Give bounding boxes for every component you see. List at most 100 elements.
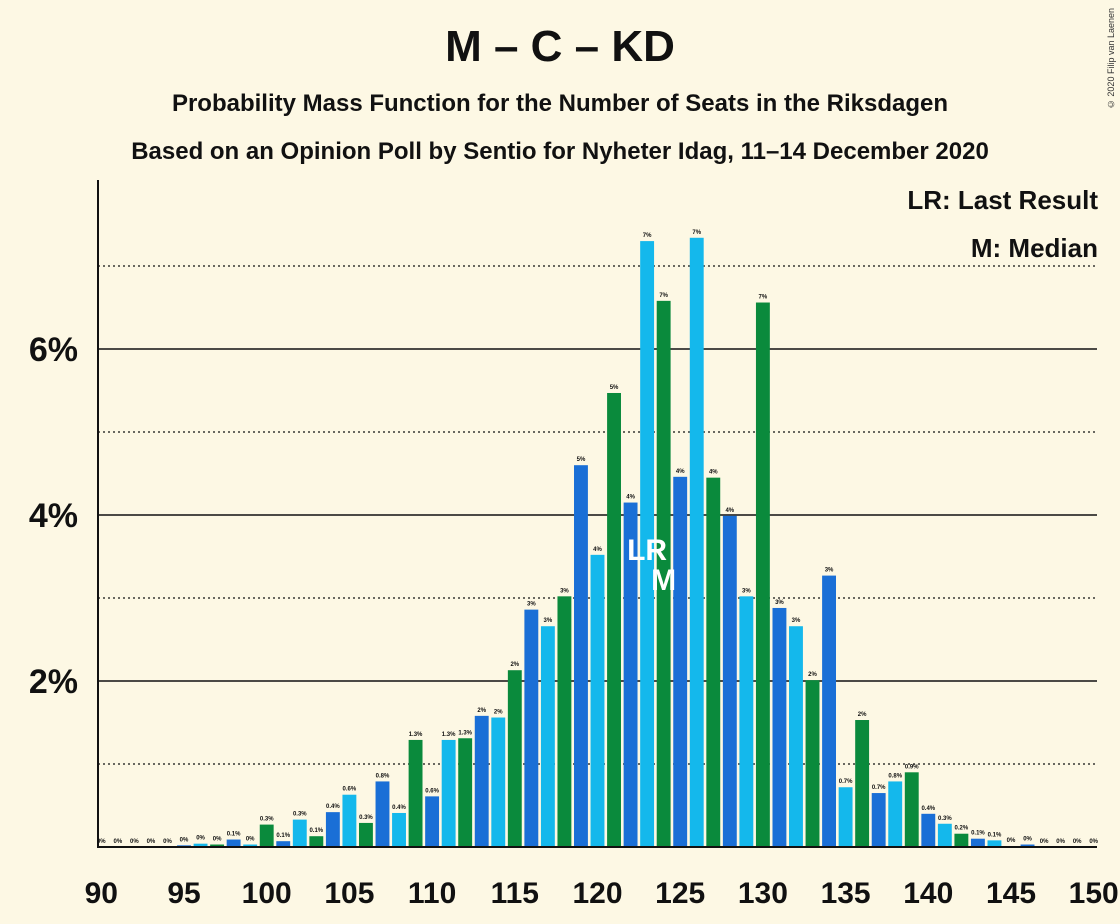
bar-seat-124 [656, 300, 671, 847]
bar-seat-126 [689, 237, 704, 847]
bar-value-label: 1.3% [442, 732, 456, 738]
bar-seat-116 [524, 609, 539, 847]
bar-value-label: 5% [610, 385, 619, 391]
bar-seat-125 [673, 476, 688, 847]
bar-value-label: 0% [196, 836, 205, 842]
bar-seat-118 [557, 596, 572, 847]
bar-seat-105 [342, 794, 357, 847]
bar-seat-122 [623, 502, 638, 847]
bar-value-label: 0% [1089, 839, 1098, 845]
bar-value-label: 7% [759, 295, 768, 301]
bar-value-label: 0.7% [872, 785, 886, 791]
bar-value-label: 0.4% [326, 804, 340, 810]
bar-value-label: 0.3% [293, 812, 307, 818]
bar-seat-96 [193, 843, 208, 847]
bar-seat-137 [871, 793, 886, 847]
x-tick-label: 115 [491, 877, 539, 910]
bar-value-label: 5% [577, 457, 586, 463]
bar-seat-140 [921, 813, 936, 847]
bar-value-label: 0.6% [343, 787, 357, 793]
bar-seat-106 [358, 822, 373, 847]
bar-seat-136 [855, 720, 870, 847]
bar-value-label: 0.1% [276, 833, 290, 839]
bar-seat-146 [1020, 844, 1035, 847]
bar-value-label: 7% [692, 230, 701, 236]
x-tick-label: 90 [85, 877, 118, 910]
bar-seat-111 [441, 739, 456, 847]
bar-value-label: 2% [858, 712, 867, 718]
bar-seat-138 [888, 781, 903, 847]
bar-value-label: 1.3% [458, 730, 472, 736]
bar-seat-97 [210, 844, 225, 847]
bar-seat-98 [226, 839, 241, 847]
x-tick-label: 100 [242, 877, 292, 910]
bar-seat-135 [838, 787, 853, 847]
bar-value-label: 2% [494, 710, 503, 716]
bar-value-label: 0% [180, 837, 189, 843]
median-marker: M [651, 564, 676, 597]
bar-seat-133 [805, 680, 820, 847]
bar-value-label: 0.3% [938, 816, 952, 822]
bar-value-label: 1.3% [409, 732, 423, 738]
bar-value-label: 0.3% [359, 815, 373, 821]
bar-seat-100 [259, 824, 274, 847]
bar-value-label: 0.2% [955, 826, 969, 832]
bar-seat-103 [309, 836, 324, 847]
bar-value-label: 0.4% [921, 806, 935, 812]
x-tick-label: 120 [572, 877, 622, 910]
bar-value-label: 3% [544, 618, 553, 624]
bar-seat-123 [640, 241, 655, 848]
bar-value-label: 3% [527, 602, 536, 608]
bar-seat-132 [789, 626, 803, 847]
x-tick-label: 110 [408, 877, 456, 910]
last-result-marker: LR [627, 534, 667, 567]
bar-seat-99 [243, 844, 258, 847]
bar-seat-139 [904, 772, 919, 847]
bar-value-label: 0% [147, 839, 156, 845]
bar-value-label: 2% [808, 672, 817, 678]
bar-value-label: 7% [643, 233, 652, 239]
bar-value-label: 2% [510, 662, 519, 668]
bar-value-label: 0.7% [839, 779, 853, 785]
bar-value-label: 0.9% [905, 764, 919, 770]
chart-subtitle: Probability Mass Function for the Number… [171, 90, 949, 117]
bar-value-label: 0% [1023, 837, 1032, 843]
x-tick-label: 135 [821, 877, 871, 910]
bar-value-label: 4% [626, 495, 635, 501]
bar-seat-134 [822, 575, 837, 847]
bar-value-label: 0.8% [376, 773, 390, 779]
x-tick-label: 125 [655, 877, 705, 910]
bar-value-label: 0% [97, 839, 106, 845]
chart-source: Based on an Opinion Poll by Sentio for N… [131, 138, 989, 165]
bar-seat-112 [458, 738, 473, 847]
bar-value-label: 0.3% [260, 817, 274, 823]
bar-seat-108 [392, 812, 406, 847]
bar-value-label: 0.1% [988, 832, 1002, 838]
bar-seat-120 [590, 554, 605, 847]
bar-value-label: 0% [1073, 839, 1082, 845]
chart-title: M – C – KD [445, 22, 675, 71]
bar-value-label: 2% [477, 708, 486, 714]
bar-seat-113 [474, 715, 489, 847]
bar-seat-144 [987, 840, 1002, 847]
bar-value-label: 3% [825, 568, 834, 574]
bar-value-label: 0.1% [309, 828, 323, 834]
y-tick-label: 2% [29, 663, 78, 701]
bar-seat-130 [755, 302, 770, 847]
bar-seat-101 [276, 841, 291, 847]
bar-value-label: 0.8% [888, 773, 902, 779]
bar-value-label: 4% [709, 470, 718, 476]
bar-seat-102 [292, 819, 307, 847]
bar-value-label: 0% [246, 837, 255, 843]
bar-value-label: 3% [742, 588, 751, 594]
bar-value-label: 4% [593, 547, 602, 553]
bar-seat-127 [706, 477, 721, 847]
bar-seat-109 [408, 739, 423, 847]
bar-value-label: 0% [1040, 839, 1049, 845]
bar-seat-128 [722, 515, 737, 847]
bar-seat-121 [607, 392, 621, 847]
bar-seat-131 [772, 607, 787, 847]
bar-seat-129 [739, 596, 754, 847]
bar-seat-115 [507, 670, 522, 847]
